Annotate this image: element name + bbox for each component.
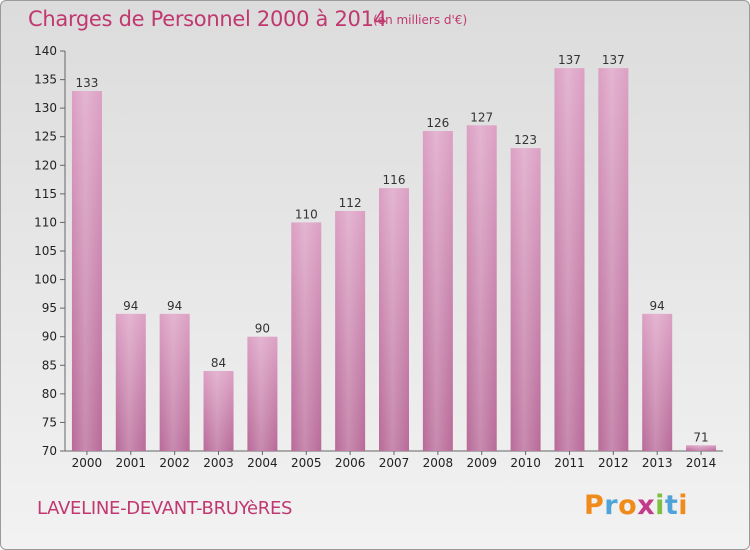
x-tick-label: 2000 <box>72 456 103 470</box>
logo-letter: t <box>664 490 679 521</box>
bar-highlight <box>291 222 322 451</box>
proxiti-logo[interactable]: Proxiti <box>584 490 688 521</box>
bar-highlight <box>203 371 234 451</box>
chart-subtitle: (en milliers d'€) <box>373 13 468 27</box>
bar-highlight <box>335 211 366 451</box>
x-tick-label: 2013 <box>642 456 673 470</box>
x-tick-label: 2014 <box>686 456 717 470</box>
y-tick-label: 90 <box>42 330 57 344</box>
bar-highlight <box>115 313 146 451</box>
bar-value-label: 90 <box>255 322 270 336</box>
bar-value-label: 110 <box>295 207 318 221</box>
x-tick-label: 2008 <box>423 456 454 470</box>
bar-highlight <box>422 131 453 451</box>
bar-highlight <box>510 148 541 451</box>
bar-value-label: 137 <box>558 53 581 67</box>
y-tick-label: 125 <box>34 130 57 144</box>
bar-value-label: 123 <box>514 133 537 147</box>
y-tick-label: 120 <box>34 158 57 172</box>
x-tick-label: 2009 <box>466 456 497 470</box>
x-tick-label: 2005 <box>291 456 322 470</box>
bar-highlight <box>642 313 673 451</box>
bar-highlight <box>71 91 102 451</box>
bar-value-label: 112 <box>339 196 362 210</box>
bar-value-label: 127 <box>470 110 493 124</box>
bar-value-label: 94 <box>167 299 182 313</box>
bar-value-label: 126 <box>426 116 449 130</box>
bar-value-label: 94 <box>650 299 665 313</box>
y-tick-label: 135 <box>34 73 57 87</box>
logo-letter: i <box>655 490 665 521</box>
bar-highlight <box>466 125 497 452</box>
bar-highlight <box>159 313 190 451</box>
logo-letter: i <box>678 490 689 521</box>
logo-letter: x <box>637 490 656 521</box>
y-tick-label: 85 <box>42 358 57 372</box>
bar-highlight <box>598 68 629 452</box>
y-tick-label: 130 <box>34 101 57 115</box>
y-tick-label: 75 <box>42 415 57 429</box>
logo-letter: r <box>604 490 619 521</box>
bar-value-label: 133 <box>75 76 98 90</box>
logo-letter: o <box>618 490 638 521</box>
y-tick-label: 95 <box>42 301 57 315</box>
bar-value-label: 116 <box>383 173 406 187</box>
x-tick-label: 2011 <box>554 456 585 470</box>
x-tick-label: 2001 <box>116 456 147 470</box>
bar-highlight <box>379 188 409 451</box>
axes: 70 75 80 85 90 95 100 105 110 115 120 125 130 135 140 2… <box>34 44 723 470</box>
bar-value-label: 94 <box>123 299 138 313</box>
chart-title: Charges de Personnel 2000 à 2014 <box>28 7 387 31</box>
bar-highlight <box>247 336 278 451</box>
y-tick-label: 140 <box>34 44 57 58</box>
y-tick-label: 105 <box>34 244 57 258</box>
x-tick-label: 2006 <box>335 456 366 470</box>
x-tick-label: 2010 <box>510 456 541 470</box>
bar-highlight <box>686 445 717 451</box>
y-tick-label: 115 <box>34 187 57 201</box>
bar-value-label: 84 <box>211 356 226 370</box>
y-tick-label: 80 <box>42 387 57 401</box>
y-tick-label: 100 <box>34 273 57 287</box>
bar-value-label: 137 <box>602 53 625 67</box>
x-tick-label: 2012 <box>598 456 629 470</box>
x-tick-label: 2007 <box>379 456 410 470</box>
commune-name: LAVELINE-DEVANT-BRUYèRES <box>37 498 293 519</box>
y-tick-label: 110 <box>34 215 57 229</box>
bar-value-label: 71 <box>693 430 708 444</box>
x-tick-label: 2004 <box>247 456 278 470</box>
y-tick-label: 70 <box>42 444 57 458</box>
logo-letter: P <box>584 490 605 521</box>
bar-highlight <box>554 68 585 452</box>
x-tick-label: 2002 <box>159 456 190 470</box>
x-tick-label: 2003 <box>203 456 234 470</box>
bars: 133 94 94 84 90 110 112 116 126 127 123 137 137 94 71 <box>71 53 717 452</box>
